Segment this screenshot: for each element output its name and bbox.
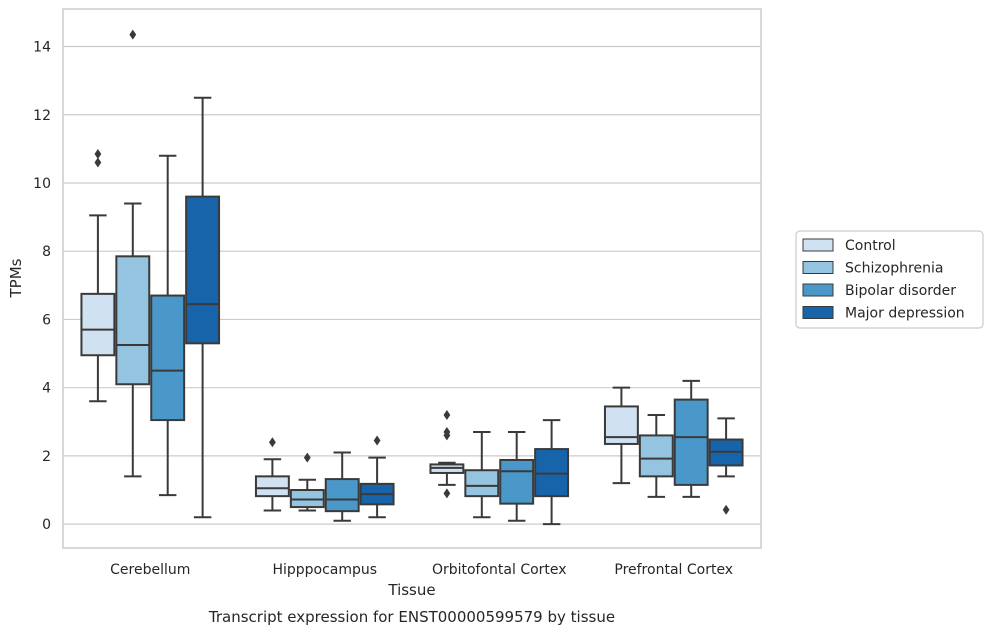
iqr-box [80,292,116,357]
outlier-point [129,29,137,40]
legend-swatch [802,306,834,319]
y-tick-label: 4 [42,381,51,397]
box-schizophrenia [638,413,674,498]
y-tick-label: 12 [33,108,51,124]
box-schizophrenia [464,431,500,519]
box-schizophrenia [289,452,325,512]
iqr-box [603,405,639,445]
box-bipolar-disorder [673,379,709,498]
y-tick-label: 2 [42,449,51,465]
iqr-box [638,434,674,478]
plot-frame [62,8,762,549]
box-control [429,409,465,499]
y-tick-labels: 0 2 4 6 8 10 12 14 [33,40,51,534]
x-axis-title: Tissue [387,581,435,599]
box-control [80,148,116,403]
legend-label: Control [845,238,896,254]
y-tick-label: 0 [42,517,51,533]
iqr-box [289,489,325,509]
box-major-depression [534,419,570,526]
box-schizophrenia [115,29,151,478]
iqr-box [324,478,360,513]
outlier-point [303,452,311,463]
box-bipolar-disorder [324,451,360,522]
outlier-point [373,435,381,446]
iqr-box [254,475,290,498]
legend-swatch [802,238,834,252]
legend-label: Schizophrenia [845,261,943,277]
box-major-depression [359,435,395,519]
legend-swatch [802,261,834,274]
iqr-box [534,448,570,498]
box-control [603,386,639,485]
iqr-box [115,255,151,386]
iqr-box [185,195,221,345]
outlier-point [722,504,730,515]
category-group [603,379,744,515]
outlier-point [443,427,451,438]
legend-swatch [802,283,834,297]
iqr-box [150,294,186,422]
iqr-box [499,458,535,505]
category-group [80,29,221,519]
x-tick-label: Orbitofontal Cortex [432,562,567,578]
box-groups [80,29,744,526]
category-group [254,435,395,522]
y-tick-label: 8 [42,244,51,260]
x-tick-label: Hipppocampus [272,562,377,578]
y-axis-title: TPMs [7,258,25,298]
outlier-point [94,148,102,159]
box-major-depression [185,96,221,519]
outlier-point [443,488,451,499]
legend-label: Bipolar disorder [845,283,956,299]
box-control [254,437,290,512]
box-major-depression [708,417,744,515]
x-tick-label: Prefrontal Cortex [614,562,733,578]
legend-frame [795,230,984,329]
outlier-point [94,157,102,168]
y-tick-label: 6 [42,312,51,328]
iqr-box [464,469,500,498]
iqr-box [673,398,709,486]
box-bipolar-disorder [499,431,535,522]
figure-caption: Transcript expression for ENST0000059957… [208,608,615,626]
legend-label: Major depression [845,306,965,322]
x-tick-label: Cerebellum [110,562,190,578]
legend: Control Schizophrenia Bipolar disorder Majo… [795,230,984,329]
box-bipolar-disorder [150,154,186,497]
category-group [429,409,570,526]
y-tick-label: 14 [33,40,51,56]
y-tick-label: 10 [33,176,51,192]
outlier-point [443,409,451,420]
x-tick-labels: Cerebellum Hipppocampus Orbitofontal Corte… [110,562,733,578]
outlier-point [269,437,276,448]
